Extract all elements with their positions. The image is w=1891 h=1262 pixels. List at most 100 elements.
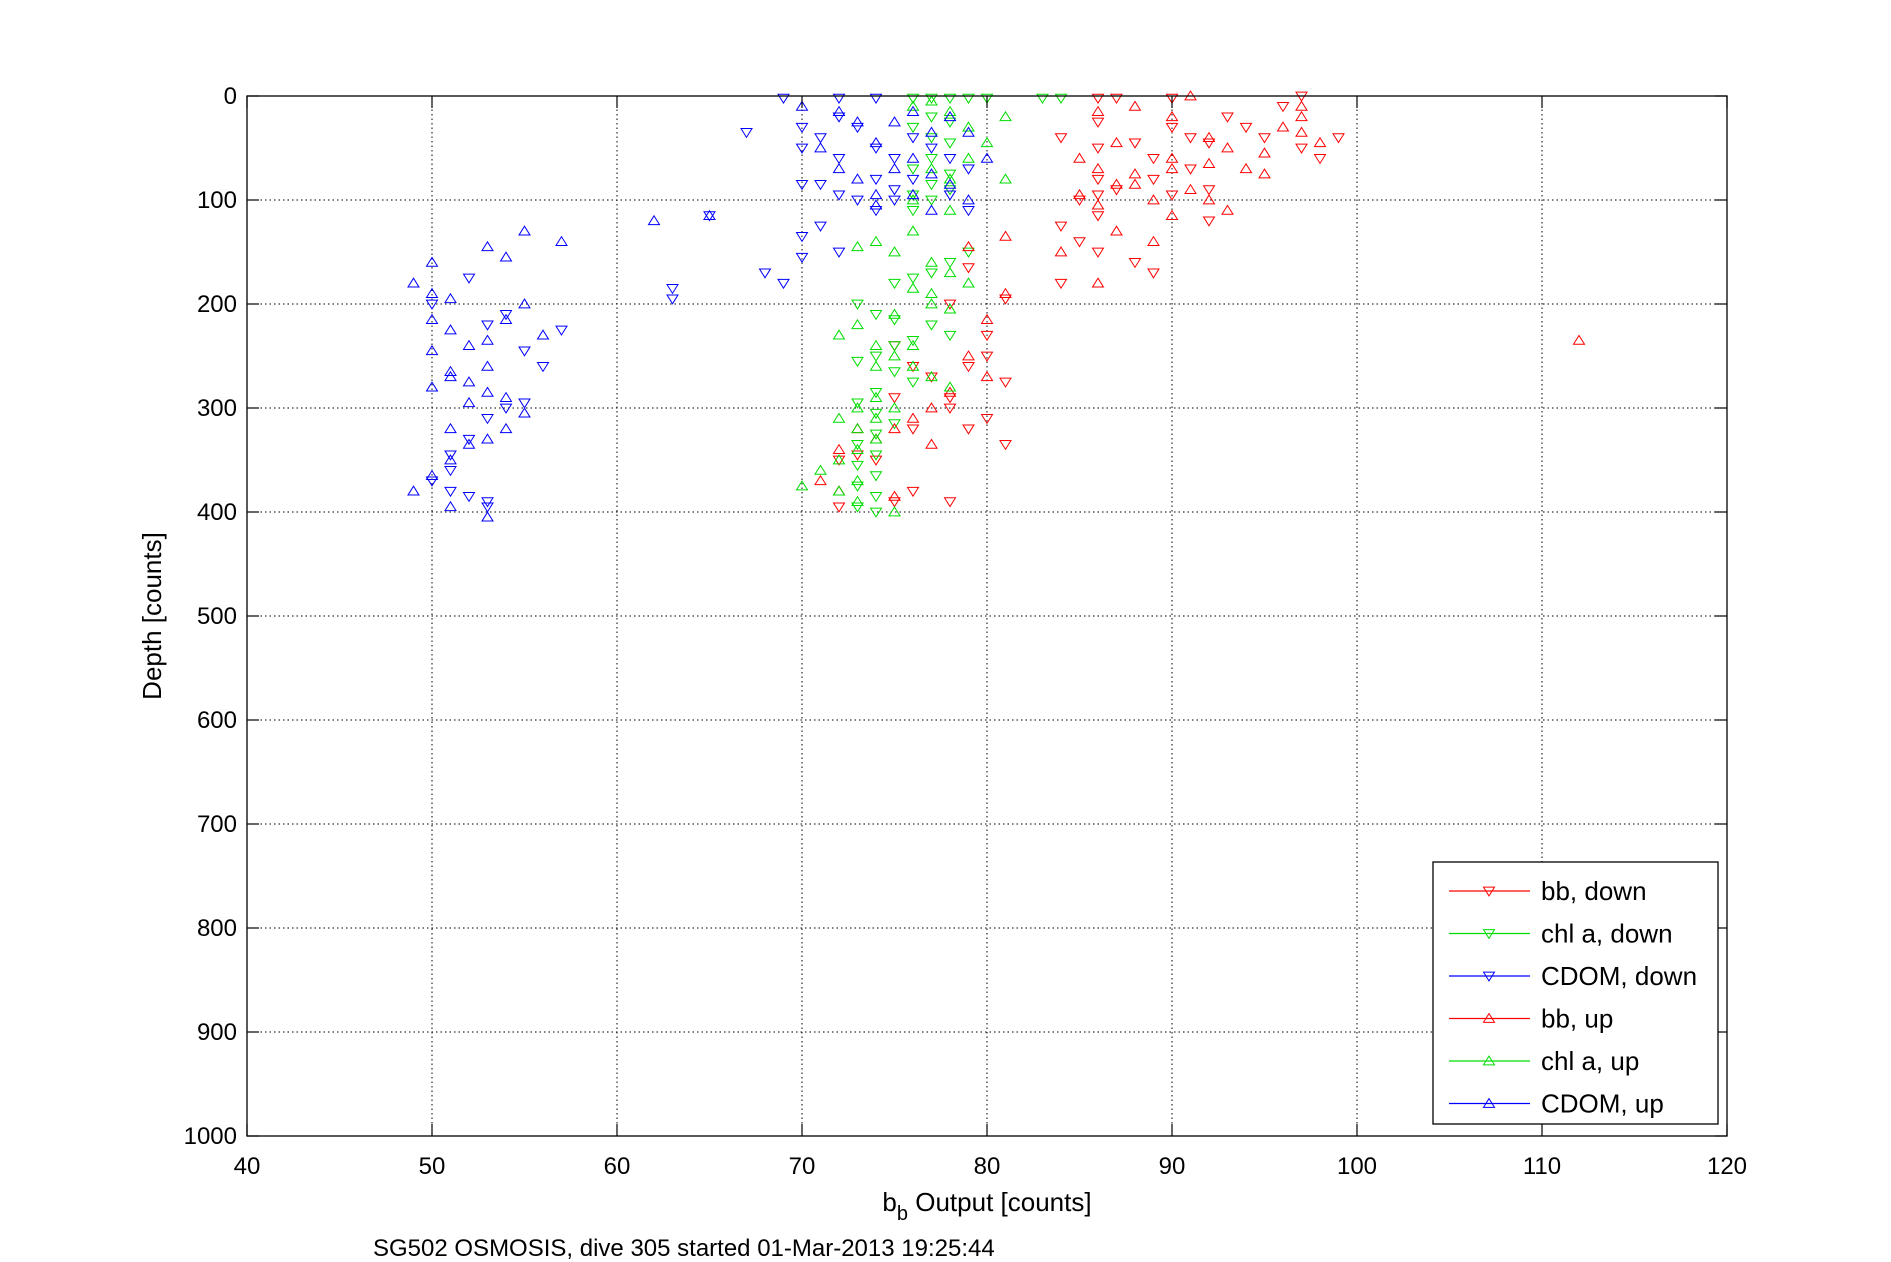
- data-point: [795, 480, 809, 491]
- data-point: [832, 154, 846, 165]
- data-point: [906, 377, 920, 388]
- data-point: [666, 284, 679, 295]
- data-point: [1110, 93, 1123, 104]
- data-point: [1147, 154, 1160, 165]
- data-point: [703, 209, 716, 220]
- x-axis-label-subscript: b: [897, 1203, 908, 1225]
- data-point: [444, 454, 457, 465]
- legend-marker: [1482, 929, 1496, 940]
- data-point: [869, 199, 883, 210]
- data-point: [1073, 237, 1086, 248]
- data-point: [906, 273, 920, 284]
- data-point: [869, 450, 883, 461]
- data-point: [795, 122, 809, 134]
- data-point: [1073, 188, 1086, 200]
- data-point: [851, 402, 864, 413]
- data-point: [925, 195, 938, 206]
- data-point: [1128, 168, 1142, 179]
- data-point: [906, 190, 920, 201]
- data-point: [1091, 143, 1105, 154]
- data-point: [777, 278, 790, 290]
- y-axis-label: Depth [counts]: [137, 532, 167, 700]
- data-point: [943, 117, 957, 128]
- data-point: [1221, 142, 1234, 153]
- legend-marker: [1482, 886, 1496, 897]
- data-point: [869, 429, 883, 440]
- legend-marker: [1482, 1055, 1496, 1066]
- data-point: [888, 350, 901, 361]
- data-point: [425, 469, 439, 480]
- data-point: [444, 466, 457, 477]
- data-point: [869, 412, 883, 423]
- y-tick-label: 800: [197, 915, 237, 942]
- data-point: [1202, 216, 1216, 227]
- data-point: [980, 351, 994, 362]
- data-point: [555, 325, 568, 336]
- caption: SG502 OSMOSIS, dive 305 started 01-Mar-2…: [373, 1235, 995, 1262]
- data-point: [962, 240, 975, 252]
- data-point: [943, 190, 957, 201]
- data-point: [888, 116, 901, 127]
- data-point: [925, 162, 938, 174]
- data-point: [518, 398, 531, 409]
- x-axis-label-rest: Output [counts]: [908, 1187, 1092, 1217]
- data-point: [832, 443, 846, 454]
- data-point: [481, 320, 494, 331]
- data-point: [1258, 147, 1271, 158]
- data-point: [499, 403, 513, 414]
- data-point: [943, 381, 957, 392]
- data-point: [851, 443, 864, 454]
- data-point: [925, 298, 938, 309]
- data-point: [906, 336, 920, 347]
- data-point: [851, 481, 864, 492]
- data-point: [925, 154, 938, 165]
- data-point: [906, 339, 920, 350]
- data-point: [906, 174, 920, 186]
- data-point: [943, 393, 957, 404]
- data-point: [906, 93, 920, 104]
- data-point: [962, 206, 975, 217]
- legend-label: chl a, down: [1541, 919, 1673, 949]
- data-point: [444, 486, 457, 498]
- data-point: [962, 277, 975, 288]
- data-point: [795, 252, 809, 264]
- data-point: [962, 424, 975, 435]
- data-point: [851, 116, 864, 127]
- data-point: [906, 412, 920, 423]
- x-tick-label: 90: [1159, 1153, 1186, 1180]
- data-point: [869, 310, 883, 321]
- data-point: [906, 360, 920, 371]
- data-point: [888, 195, 901, 206]
- data-point: [943, 258, 957, 269]
- legend-label: bb, down: [1541, 876, 1647, 906]
- data-point: [832, 502, 846, 513]
- data-point: [888, 367, 901, 378]
- data-point: [906, 152, 920, 163]
- data-point: [832, 455, 846, 466]
- data-point: [1165, 110, 1179, 122]
- data-point: [832, 247, 846, 258]
- data-point: [869, 339, 883, 350]
- data-point: [814, 142, 827, 153]
- data-point: [1091, 199, 1105, 210]
- data-point: [1110, 185, 1123, 196]
- data-point: [851, 398, 864, 409]
- data-point: [499, 391, 513, 402]
- data-point: [962, 350, 975, 361]
- data-point: [1202, 157, 1216, 168]
- data-point: [462, 492, 476, 503]
- data-point: [962, 93, 975, 104]
- data-point: [869, 433, 883, 444]
- x-tick-label: 40: [234, 1153, 261, 1180]
- data-point: [814, 221, 827, 232]
- data-point: [814, 474, 827, 486]
- data-point: [869, 471, 883, 482]
- data-point: [888, 419, 901, 430]
- x-axis-label: bb Output [counts]: [882, 1187, 1091, 1225]
- data-point: [1202, 138, 1216, 149]
- data-point: [869, 174, 883, 186]
- data-point: [481, 386, 494, 397]
- data-point: [1165, 190, 1179, 201]
- data-point: [851, 173, 864, 184]
